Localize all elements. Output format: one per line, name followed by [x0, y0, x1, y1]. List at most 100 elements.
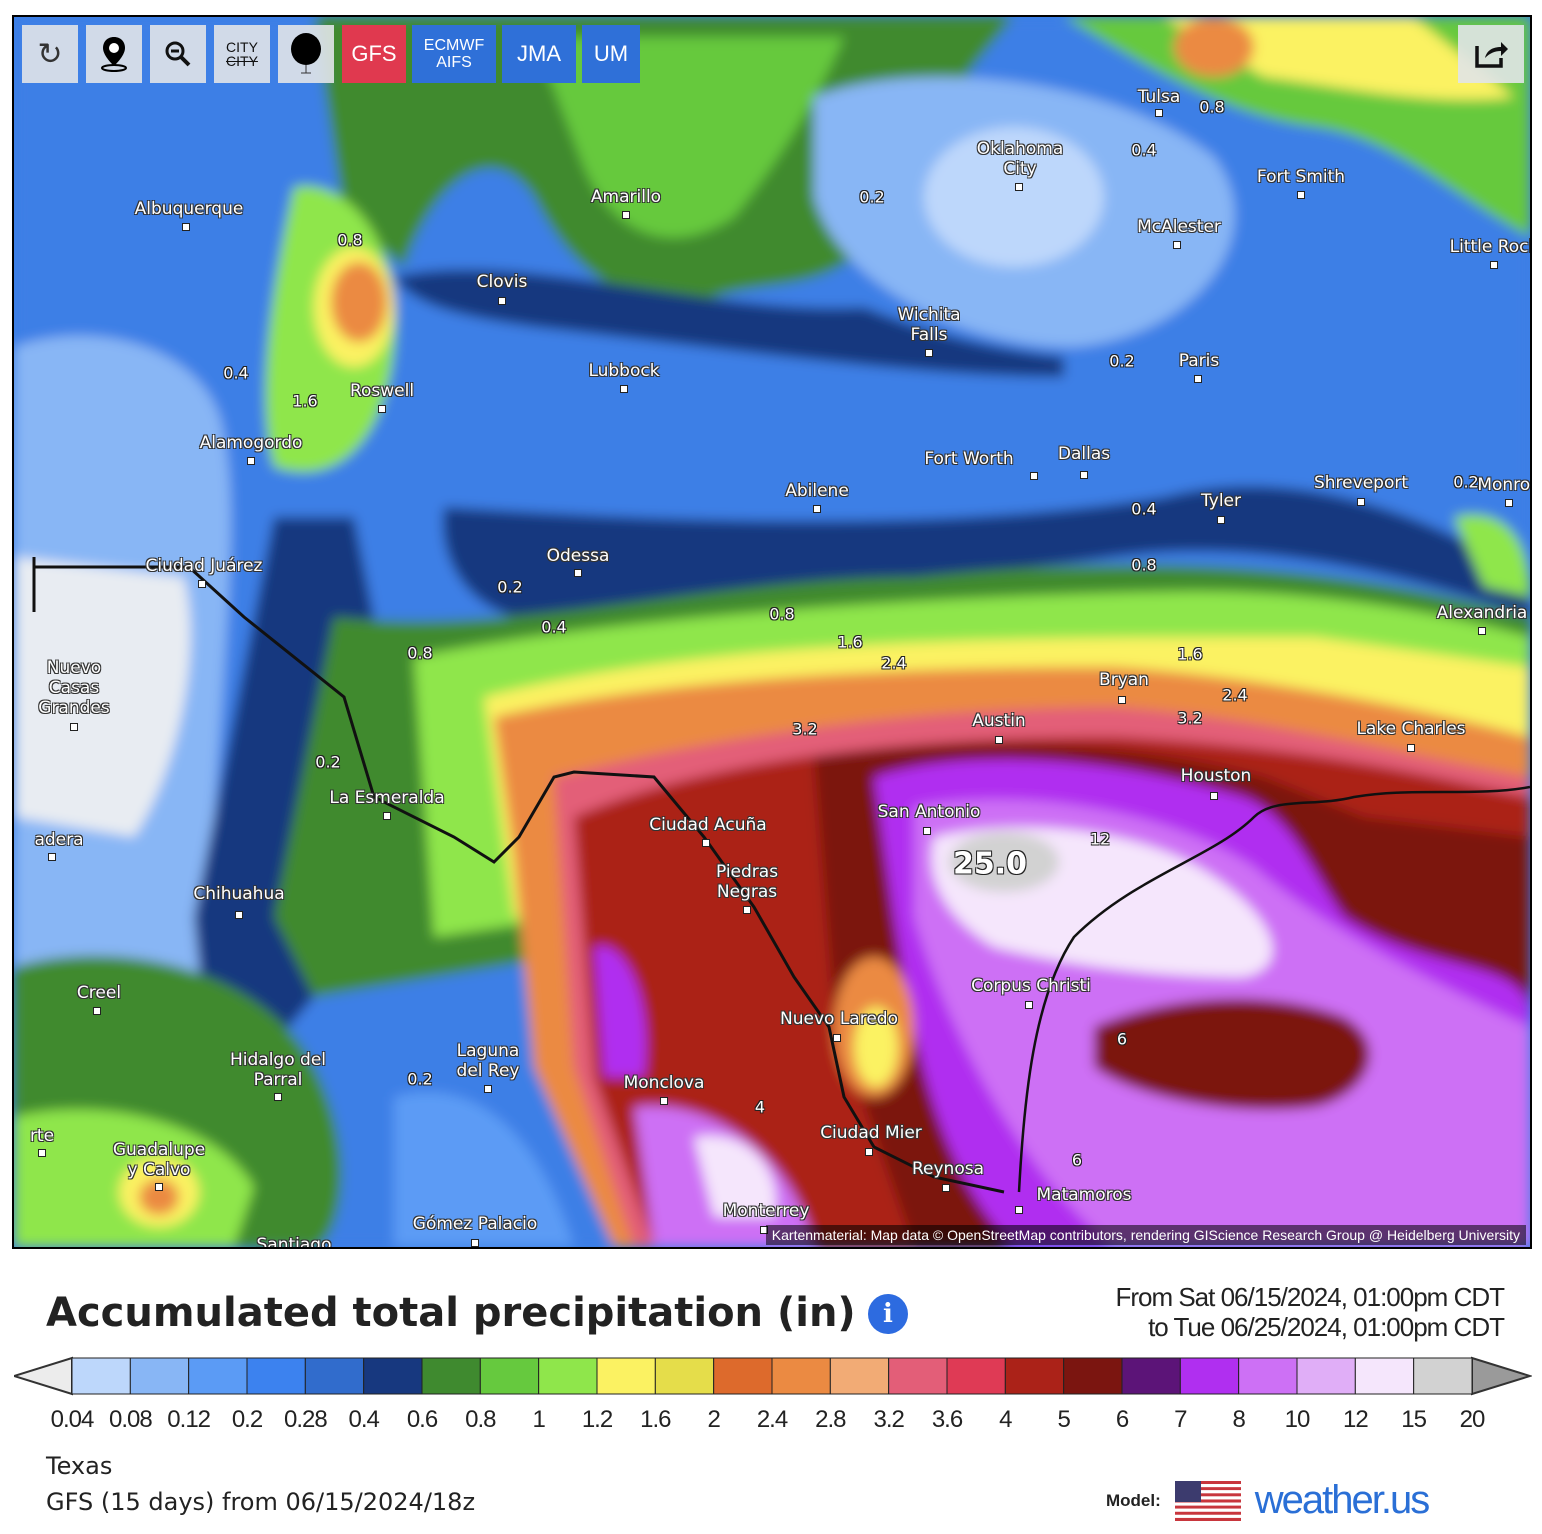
city-marker	[865, 1148, 873, 1156]
city-marker	[155, 1183, 163, 1191]
contour-label: 0.8	[407, 643, 433, 663]
legend-swatch	[188, 1357, 248, 1395]
city-marker	[1478, 627, 1486, 635]
legend-tick-label: 6	[1115, 1406, 1129, 1433]
legend-tick-label: 0.04	[50, 1406, 95, 1433]
city-label: Monterrey	[722, 1201, 810, 1221]
city-marker	[1015, 1206, 1023, 1214]
legend-tick-label: 4	[999, 1406, 1012, 1433]
legend-swatch	[1179, 1357, 1240, 1395]
city-marker	[383, 812, 391, 820]
city-marker	[247, 457, 255, 465]
city-label: La Esmeralda	[329, 788, 445, 808]
legend-tick-label: 0.2	[231, 1406, 263, 1433]
city-marker	[48, 853, 56, 861]
precipitation-map[interactable]: ↻ CITY CITY GFS ECMWF AIFS JMA UM Tulsa O…	[12, 15, 1532, 1249]
legend-tick-label: 0.12	[167, 1406, 211, 1433]
map-pin-icon	[101, 37, 127, 72]
legend-tick-label: 2	[707, 1406, 720, 1433]
location-button[interactable]	[86, 25, 142, 83]
city-label: Monclova	[623, 1073, 705, 1093]
city-label: Fort Worth	[924, 449, 1014, 469]
legend-under-arrow	[14, 1356, 73, 1396]
city-label: Guadalupe y Calvo	[112, 1140, 206, 1180]
city-label: Little Rock	[1449, 237, 1532, 257]
model-gfs-button[interactable]: GFS	[342, 25, 406, 83]
model-label: Model:	[1106, 1490, 1161, 1510]
balloon-button[interactable]	[278, 25, 334, 83]
legend-tick-label: 0.4	[348, 1406, 379, 1433]
legend-tick-label: 15	[1401, 1406, 1427, 1433]
legend-tick-label: 8	[1232, 1406, 1245, 1433]
contour-label: 0.2	[315, 752, 341, 772]
city-label: Houston	[1180, 766, 1252, 786]
city-label: Fort Smith	[1256, 167, 1346, 187]
legend-over-arrow	[1471, 1356, 1532, 1396]
legend-tick-label: 12	[1342, 1406, 1369, 1433]
city-marker	[1173, 241, 1181, 249]
city-label: Gómez Palacio	[412, 1214, 538, 1234]
legend-tick-label: 1	[532, 1406, 545, 1433]
city-label: Dallas	[1057, 444, 1111, 464]
share-button[interactable]	[1458, 25, 1524, 83]
city-marker	[995, 736, 1003, 744]
city-label: Hidalgo del Parral	[229, 1050, 327, 1090]
legend-tick-label: 7	[1174, 1406, 1187, 1433]
city-marker	[1490, 261, 1498, 269]
contour-label: 0.2	[1109, 351, 1135, 371]
model-run-label: GFS (15 days) from 06/15/2024/18z	[46, 1488, 476, 1516]
model-um-button[interactable]: UM	[582, 25, 640, 83]
info-icon[interactable]: i	[868, 1294, 908, 1334]
legend-swatch	[479, 1357, 540, 1395]
city-marker	[70, 723, 78, 731]
contour-label: 4	[754, 1097, 766, 1117]
zoom-out-icon	[165, 41, 191, 67]
city-label: Abilene	[785, 481, 849, 501]
legend-swatch	[1063, 1357, 1123, 1395]
city-label: Creel	[76, 983, 122, 1003]
city-label: Reynosa	[911, 1159, 985, 1179]
balloon-icon	[291, 33, 321, 74]
contour-label: 0.4	[223, 363, 249, 383]
zoom-out-button[interactable]	[150, 25, 206, 83]
legend-tick-label: 20	[1459, 1406, 1486, 1433]
contour-label: 0.8	[1199, 97, 1225, 117]
max-value-label: 25.0	[952, 846, 1028, 882]
city-labels-toggle[interactable]: CITY CITY	[214, 25, 270, 83]
city-label: rte	[29, 1126, 55, 1146]
contour-label: 0.2	[407, 1069, 433, 1089]
share-icon	[1475, 42, 1508, 68]
city-label: Oklahoma City	[976, 139, 1064, 179]
city-marker	[1217, 516, 1225, 524]
contour-label: 1.6	[292, 391, 318, 411]
city-marker	[1155, 109, 1163, 117]
contour-label: 3.2	[792, 719, 818, 739]
city-label: Laguna del Rey	[456, 1041, 520, 1081]
legend-swatch	[304, 1357, 365, 1395]
city-label: Nuevo Casas Grandes	[38, 658, 110, 718]
map-attribution: Kartenmaterial: Map data © OpenStreetMap…	[765, 1225, 1526, 1245]
legend-swatch	[538, 1357, 598, 1395]
model-jma-button[interactable]: JMA	[502, 25, 576, 83]
legend-swatch	[1354, 1357, 1415, 1395]
contour-label: 12	[1089, 829, 1111, 849]
city-marker	[923, 827, 931, 835]
legend-swatch	[1004, 1357, 1065, 1395]
brand-logo[interactable]: weather.us	[1254, 1478, 1430, 1522]
model-ecmwf-aifs-button[interactable]: ECMWF AIFS	[412, 25, 496, 83]
city-marker	[622, 211, 630, 219]
city-marker	[1118, 696, 1126, 704]
city-marker	[471, 1239, 479, 1247]
reload-button[interactable]: ↻	[22, 25, 78, 83]
city-marker	[498, 297, 506, 305]
legend-swatch	[946, 1357, 1006, 1395]
city-label: San Antonio	[877, 802, 981, 822]
legend-tick-label: 0.08	[108, 1406, 153, 1433]
contour-label: 0.4	[1131, 140, 1157, 160]
city-marker	[1357, 498, 1365, 506]
city-label: Wichita Falls	[897, 305, 961, 345]
legend-tick-label: 2.8	[815, 1406, 846, 1433]
contour-label: 6	[1071, 1150, 1083, 1170]
city-marker	[925, 349, 933, 357]
city-marker	[1407, 744, 1415, 752]
